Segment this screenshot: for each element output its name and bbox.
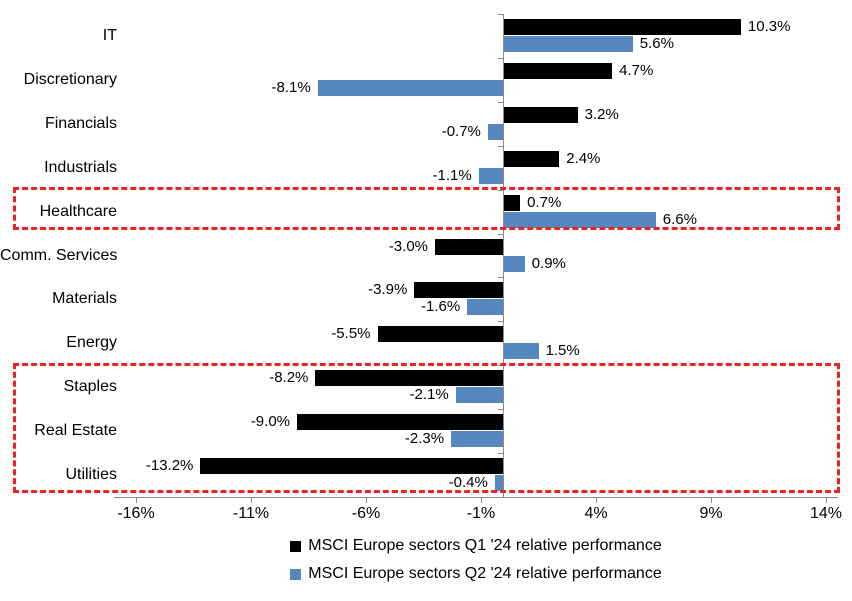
bar-q2 <box>504 211 656 228</box>
bar-q2 <box>494 475 504 492</box>
bar-q1 <box>200 458 504 475</box>
value-label: 2.4% <box>566 149 601 167</box>
value-label: -3.9% <box>368 281 408 299</box>
category-label: IT <box>102 26 117 44</box>
category-label: Industrials <box>44 158 117 176</box>
bar-q2 <box>504 343 539 360</box>
highlight-box <box>13 187 840 231</box>
value-label: 10.3% <box>747 18 791 35</box>
value-label: 4.7% <box>619 61 654 79</box>
y-axis-tick <box>498 146 504 147</box>
bar-q1 <box>504 150 560 167</box>
value-label: 1.5% <box>545 342 580 360</box>
legend-swatch-q2 <box>290 568 302 580</box>
y-axis-tick <box>498 321 504 322</box>
value-label: 6.6% <box>662 210 697 228</box>
bar-q2 <box>504 36 633 52</box>
bar-q2 <box>455 387 504 404</box>
legend-item: MSCI Europe sectors Q1 '24 relative perf… <box>114 532 838 560</box>
x-tick-label: -16% <box>117 505 155 522</box>
x-tick-label: -6% <box>351 505 381 522</box>
y-axis-line <box>503 14 504 497</box>
bar-q1 <box>414 282 504 299</box>
bar-q2 <box>317 79 504 96</box>
bar-q2 <box>451 431 504 448</box>
value-label: -0.4% <box>448 474 488 492</box>
x-tick-label: 4% <box>584 505 608 522</box>
category-label: Materials <box>52 290 117 308</box>
category-label: Utilities <box>65 466 117 484</box>
bar-q2 <box>478 167 504 184</box>
y-axis-tick <box>498 14 504 15</box>
y-axis-tick <box>498 277 504 278</box>
value-label: -8.1% <box>271 78 311 96</box>
y-axis-tick <box>498 409 504 410</box>
y-axis-tick <box>498 58 504 59</box>
legend-swatch-q1 <box>290 540 302 552</box>
bar-q1 <box>297 414 504 431</box>
legend-item: MSCI Europe sectors Q2 '24 relative perf… <box>114 560 838 588</box>
value-label: -1.1% <box>432 166 472 184</box>
legend-label: MSCI Europe sectors Q2 '24 relative perf… <box>308 565 662 582</box>
x-axis-tick <box>711 497 712 503</box>
value-label: -9.0% <box>250 413 290 431</box>
x-axis-tick <box>596 497 597 503</box>
y-axis-tick <box>498 453 504 454</box>
value-label: -5.5% <box>331 325 371 343</box>
value-label: -0.7% <box>441 122 481 140</box>
legend: MSCI Europe sectors Q1 '24 relative perf… <box>114 532 838 588</box>
y-axis-tick <box>498 234 504 235</box>
value-label: 5.6% <box>639 35 674 52</box>
category-label: Staples <box>63 378 117 396</box>
category-label: Financials <box>44 114 117 132</box>
category-label: Real Estate <box>34 422 117 440</box>
x-axis-tick <box>136 497 137 503</box>
category-label: Healthcare <box>39 202 117 220</box>
category-label: Comm. Services <box>0 246 118 264</box>
bar-q1 <box>377 326 504 343</box>
bar-q1 <box>504 62 613 79</box>
bar-q1 <box>504 194 521 211</box>
legend-label: MSCI Europe sectors Q1 '24 relative perf… <box>308 537 662 554</box>
x-axis-line <box>114 497 838 498</box>
value-label: -1.6% <box>421 298 461 316</box>
bar-q1 <box>435 238 504 255</box>
x-axis-tick <box>366 497 367 503</box>
value-label: -2.1% <box>409 386 449 404</box>
x-axis-tick <box>481 497 482 503</box>
value-label: -8.2% <box>269 369 309 387</box>
bar-q2 <box>504 255 525 272</box>
value-label: -13.2% <box>145 457 194 475</box>
x-tick-label: -1% <box>466 505 496 522</box>
bar-q1 <box>504 106 578 123</box>
x-axis-tick <box>826 497 827 503</box>
y-axis-tick <box>498 102 504 103</box>
bar-q2 <box>467 299 504 316</box>
category-label: Energy <box>66 334 117 352</box>
y-axis-tick <box>498 190 504 191</box>
x-tick-label: 9% <box>699 505 723 522</box>
value-label: -2.3% <box>404 430 445 448</box>
value-label: -3.0% <box>388 237 428 255</box>
x-axis-tick <box>251 497 252 503</box>
value-label: 3.2% <box>584 105 619 123</box>
x-tick-label: 14% <box>809 505 843 522</box>
bar-q1 <box>504 19 741 35</box>
value-label: 0.9% <box>531 254 566 272</box>
category-label: Discretionary <box>23 70 117 88</box>
bar-q2 <box>487 123 504 140</box>
value-label: 0.7% <box>527 193 562 211</box>
bar-q1 <box>315 370 504 387</box>
x-tick-label: -11% <box>232 505 270 522</box>
y-axis-tick <box>498 365 504 366</box>
